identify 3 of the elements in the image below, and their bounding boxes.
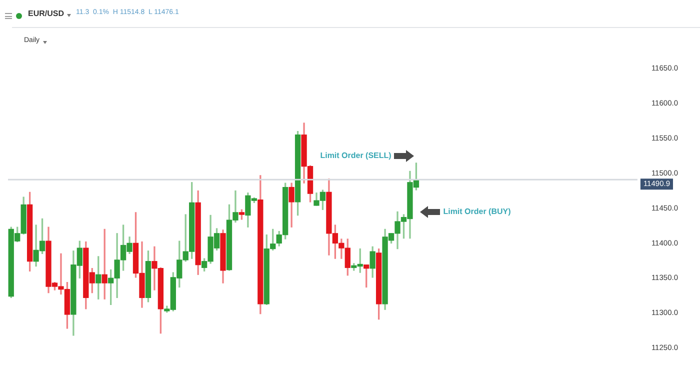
annotation: Limit Order (SELL)	[320, 150, 392, 160]
annotation: Limit Order (BUY)	[443, 207, 511, 216]
chart-title: EUR/USD	[28, 9, 64, 18]
